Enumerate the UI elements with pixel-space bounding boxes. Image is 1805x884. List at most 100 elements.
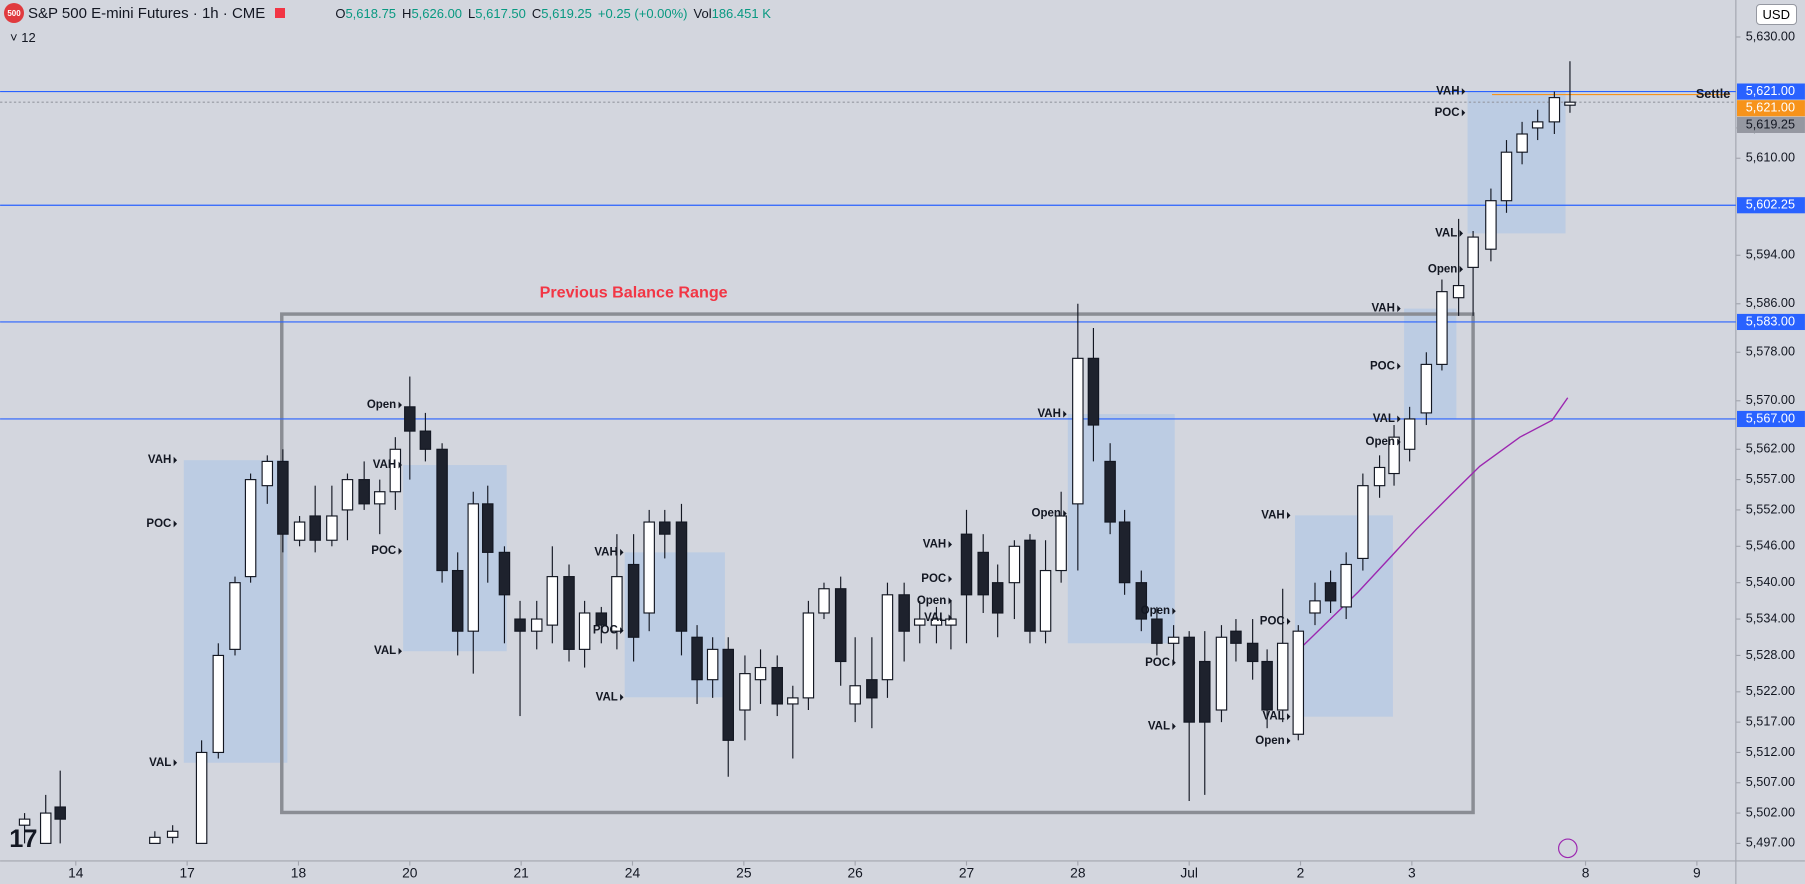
price-label: 5,621.00: [1746, 101, 1795, 115]
candle-body: [1485, 200, 1497, 250]
ohlc-values: O5,618.75 H5,626.00 L5,617.50 C5,619.25: [329, 6, 592, 21]
profile-arrow: [620, 627, 624, 635]
candle-body: [18, 818, 31, 826]
profile-label: POC: [1145, 657, 1170, 669]
x-tick-label: 24: [625, 864, 641, 880]
x-tick-label: 17: [179, 864, 194, 880]
candle-body: [498, 551, 511, 596]
candle-body: [389, 448, 402, 493]
profile-label: POC: [1370, 360, 1395, 372]
candle-body: [436, 448, 448, 572]
candle-body: [1261, 660, 1273, 711]
candle-body: [977, 551, 989, 596]
candle-body: [739, 673, 751, 711]
candle-body: [1420, 363, 1433, 414]
candle-body: [1024, 539, 1036, 632]
candle-body: [1276, 642, 1289, 711]
x-tick-label: 26: [847, 864, 863, 880]
change: +0.25 (+0.00%): [597, 5, 688, 21]
candle-body: [309, 515, 321, 541]
y-tick-label: 5,610.00: [1746, 151, 1795, 165]
candle-body: [930, 618, 943, 626]
volume-value: 186.451 K: [711, 5, 771, 21]
profile-arrow: [1459, 229, 1464, 237]
candle-body: [1292, 630, 1305, 735]
candle-body: [1151, 618, 1163, 644]
x-tick-label: 9: [1693, 864, 1701, 880]
flag-icon[interactable]: [275, 8, 286, 18]
profile-arrow: [398, 401, 402, 409]
currency-button[interactable]: USD: [1755, 4, 1797, 25]
profile-arrow: [948, 614, 952, 622]
profile-label: Open: [1366, 436, 1395, 448]
ohlc-key: C: [531, 5, 542, 21]
candle-body: [960, 533, 973, 596]
candle-body: [913, 618, 926, 626]
y-tick-label: 5,586.00: [1746, 296, 1795, 310]
ohlc-key: H: [402, 5, 412, 21]
x-tick-label: 27: [959, 864, 974, 880]
profile-arrow: [173, 759, 178, 767]
candle-body: [1516, 133, 1528, 153]
candle-body: [1230, 630, 1242, 644]
candle-body: [722, 648, 734, 741]
candle-body: [419, 430, 432, 450]
candle-body: [802, 612, 815, 699]
y-tick-label: 5,570.00: [1746, 393, 1795, 407]
x-tick-label: 3: [1408, 864, 1416, 880]
profile-label: VAH: [923, 539, 946, 551]
candle-body: [578, 612, 591, 650]
x-tick-label: 21: [513, 864, 528, 880]
ohlc-value: 5,626.00: [411, 5, 463, 21]
profile-arrow: [948, 541, 952, 548]
y-tick-label: 5,546.00: [1746, 539, 1795, 553]
candle-body: [866, 679, 878, 699]
profile-arrow: [1461, 109, 1466, 117]
candle-body: [1008, 545, 1021, 584]
profile-arrow: [1063, 410, 1067, 418]
candle-body: [261, 460, 274, 487]
ohlc-value: 5,619.25: [541, 5, 592, 21]
candle-body: [659, 521, 671, 535]
indicators-toggle[interactable]: ˅ 12: [10, 30, 36, 45]
x-tick-label: 18: [291, 864, 307, 880]
annotation: Previous Balance Range: [540, 284, 728, 302]
candle-body: [39, 812, 52, 844]
symbol-title[interactable]: S&P 500 E-mini Futures · 1h · CME: [28, 4, 266, 22]
y-tick-label: 5,497.00: [1746, 836, 1795, 850]
price-label-bg: [1737, 116, 1805, 133]
alert-icon[interactable]: [1558, 838, 1578, 859]
candle-body: [611, 576, 623, 632]
profile-arrow: [1397, 438, 1401, 446]
candle-body: [991, 582, 1004, 614]
profile-label: VAL: [149, 757, 171, 769]
plot: Previous Balance Range Settle VAH POC VAL Ope…: [0, 61, 1736, 844]
candle-body: [691, 636, 703, 681]
candle-body: [451, 569, 464, 632]
candle-body: [1324, 582, 1337, 602]
profile-arrow: [948, 575, 952, 583]
candle-body: [818, 588, 830, 614]
profile-label: VAL: [1373, 413, 1395, 425]
profile-arrow: [1172, 659, 1176, 667]
candle-body: [706, 648, 719, 681]
profile-arrow: [1397, 415, 1401, 423]
price-label-bg: [1737, 313, 1805, 331]
profile-arrow: [398, 547, 402, 555]
candle-body: [945, 618, 957, 626]
candle-body: [849, 685, 861, 705]
profile-label: VAH: [373, 459, 396, 471]
profile-label: Open: [1032, 508, 1061, 520]
candle-body: [595, 612, 608, 626]
ohlc-value: 5,618.75: [345, 5, 397, 21]
candle-body: [627, 563, 640, 638]
candle-body: [1452, 285, 1465, 299]
symbol-badge: 500: [4, 3, 24, 23]
candle-body: [166, 830, 179, 838]
ohlc-key: L: [468, 5, 476, 21]
candle-body: [467, 503, 480, 632]
profile-arrow: [173, 456, 178, 464]
candle-body: [358, 479, 370, 505]
profile-label: VAL: [596, 691, 618, 703]
